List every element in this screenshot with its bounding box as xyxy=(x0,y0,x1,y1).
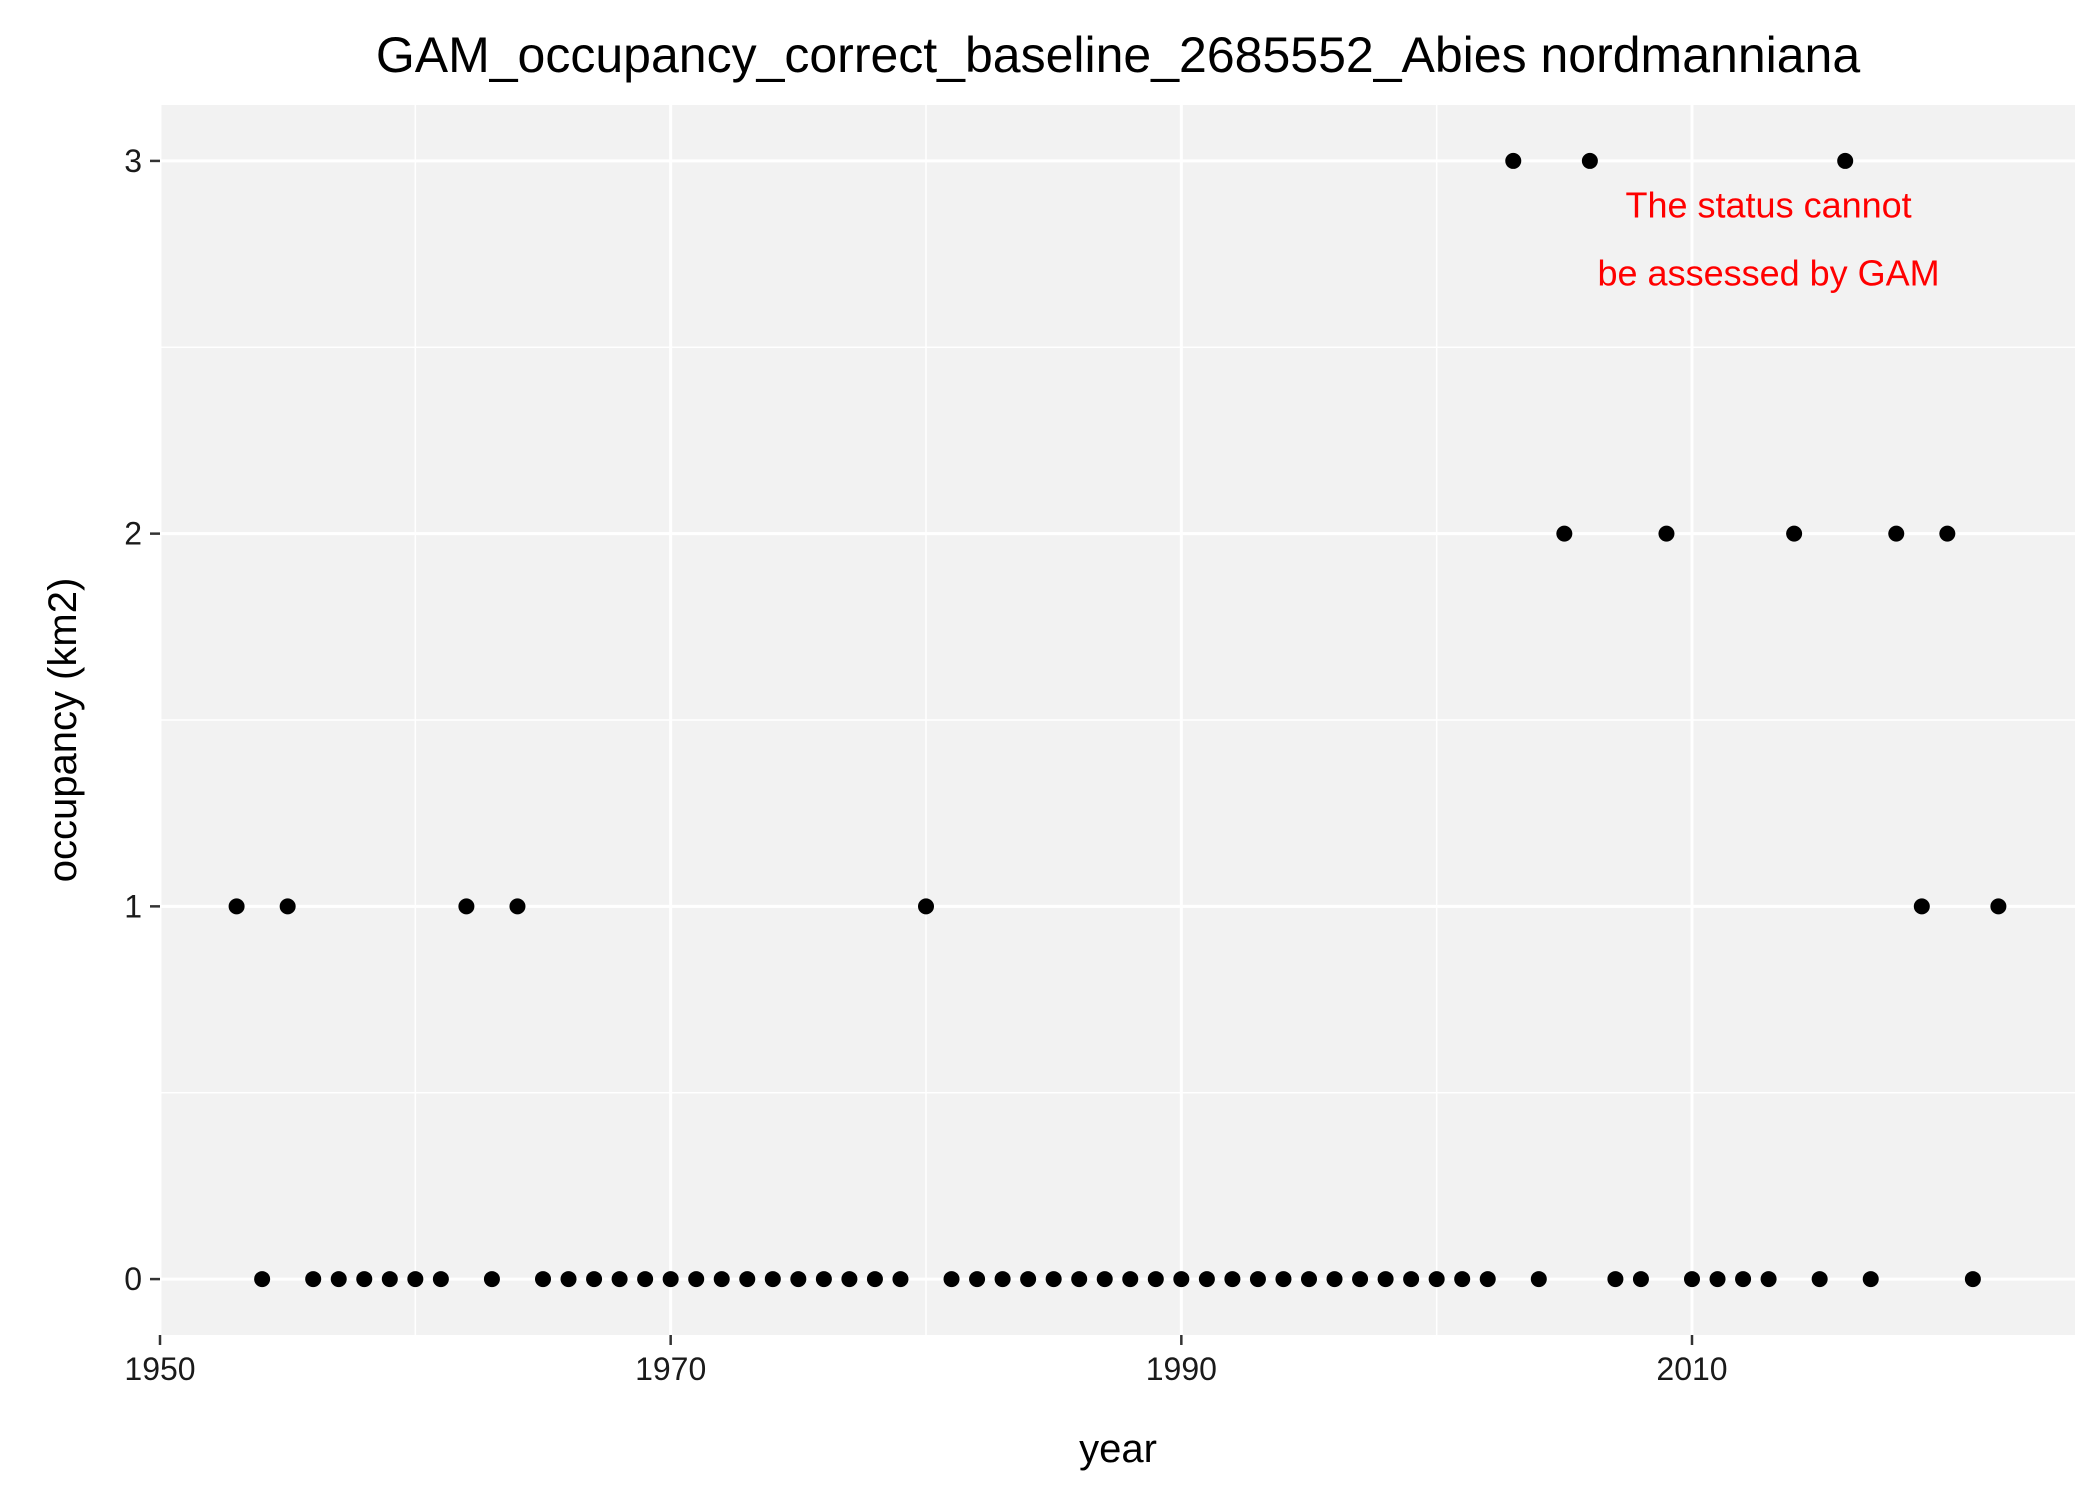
data-point xyxy=(1658,525,1675,542)
data-point xyxy=(1760,1271,1777,1288)
data-point xyxy=(1837,152,1854,169)
data-point xyxy=(1249,1271,1266,1288)
data-point xyxy=(1198,1271,1215,1288)
data-point xyxy=(407,1271,424,1288)
y-axis-label: occupancy (km2) xyxy=(41,578,85,883)
data-point xyxy=(739,1271,756,1288)
minor-gridlines xyxy=(160,105,2075,1335)
data-point xyxy=(1428,1271,1445,1288)
data-point xyxy=(305,1271,322,1288)
data-point xyxy=(1990,898,2007,915)
data-point xyxy=(1071,1271,1088,1288)
data-point xyxy=(1607,1271,1624,1288)
y-tick-label: 1 xyxy=(124,888,142,924)
data-point xyxy=(1862,1271,1879,1288)
data-point xyxy=(1173,1271,1190,1288)
data-point xyxy=(1326,1271,1343,1288)
data-point xyxy=(841,1271,858,1288)
data-point xyxy=(918,898,934,915)
data-point xyxy=(1530,1271,1547,1288)
data-point xyxy=(1888,525,1905,542)
annotation-line: The status cannot xyxy=(1626,185,1912,226)
data-point xyxy=(1352,1271,1369,1288)
data-point xyxy=(637,1271,654,1288)
data-point xyxy=(432,1271,449,1288)
data-point xyxy=(994,1271,1011,1288)
x-tick-label: 1990 xyxy=(1146,1351,1217,1387)
data-point xyxy=(1122,1271,1139,1288)
data-point xyxy=(1709,1271,1726,1288)
data-point xyxy=(535,1271,551,1288)
data-point xyxy=(1454,1271,1471,1288)
data-point xyxy=(560,1271,577,1288)
data-point xyxy=(356,1271,373,1288)
data-point xyxy=(1377,1271,1394,1288)
annotation: The status cannot be assessed by GAM xyxy=(1598,185,1940,294)
data-point xyxy=(381,1271,398,1288)
data-point xyxy=(815,1271,832,1288)
data-point xyxy=(1964,1271,1981,1288)
data-point xyxy=(1811,1271,1828,1288)
x-tick-label: 1970 xyxy=(635,1351,706,1387)
data-point xyxy=(1939,525,1956,542)
data-point xyxy=(1505,152,1522,169)
data-point xyxy=(1301,1271,1317,1288)
data-point xyxy=(1096,1271,1113,1288)
data-point xyxy=(1224,1271,1241,1288)
data-point xyxy=(1045,1271,1062,1288)
data-point xyxy=(509,898,526,915)
data-points xyxy=(228,152,2007,1288)
x-tick-label: 1950 xyxy=(124,1351,195,1387)
annotation-line: be assessed by GAM xyxy=(1598,253,1940,294)
data-point xyxy=(764,1271,781,1288)
data-point xyxy=(1147,1271,1164,1288)
data-point xyxy=(866,1271,883,1288)
y-axis-tick-labels: 0 1 2 3 xyxy=(124,143,142,1297)
data-point xyxy=(969,1271,986,1288)
data-point xyxy=(688,1271,705,1288)
major-gridlines xyxy=(158,105,2075,1335)
data-point xyxy=(1786,525,1803,542)
y-tick-label: 0 xyxy=(124,1261,142,1297)
data-point xyxy=(1735,1271,1752,1288)
y-tick-label: 2 xyxy=(124,516,142,552)
data-point xyxy=(330,1271,347,1288)
data-point xyxy=(1020,1271,1037,1288)
data-point xyxy=(1581,152,1598,169)
data-point xyxy=(254,1271,271,1288)
data-point xyxy=(483,1271,500,1288)
x-tick-label: 2010 xyxy=(1656,1351,1727,1387)
x-axis-label: year xyxy=(1079,1427,1157,1471)
data-point xyxy=(586,1271,603,1288)
data-point xyxy=(1403,1271,1420,1288)
data-point xyxy=(458,898,475,915)
data-point xyxy=(1913,898,1930,915)
data-point xyxy=(713,1271,730,1288)
data-point xyxy=(1684,1271,1700,1288)
axis-ticks xyxy=(150,159,1694,1345)
y-tick-label: 3 xyxy=(124,143,142,179)
x-axis-tick-labels: 1950 1970 1990 2010 xyxy=(124,1351,1727,1387)
data-point xyxy=(611,1271,628,1288)
data-point xyxy=(943,1271,960,1288)
data-point xyxy=(1479,1271,1496,1288)
chart-title: GAM_occupancy_correct_baseline_2685552_A… xyxy=(376,27,1861,83)
data-point xyxy=(892,1271,909,1288)
data-point xyxy=(1632,1271,1649,1288)
data-point xyxy=(662,1271,679,1288)
data-point xyxy=(1556,525,1573,542)
data-point xyxy=(1275,1271,1292,1288)
data-point xyxy=(790,1271,807,1288)
data-point xyxy=(279,898,296,915)
data-point xyxy=(228,898,245,915)
